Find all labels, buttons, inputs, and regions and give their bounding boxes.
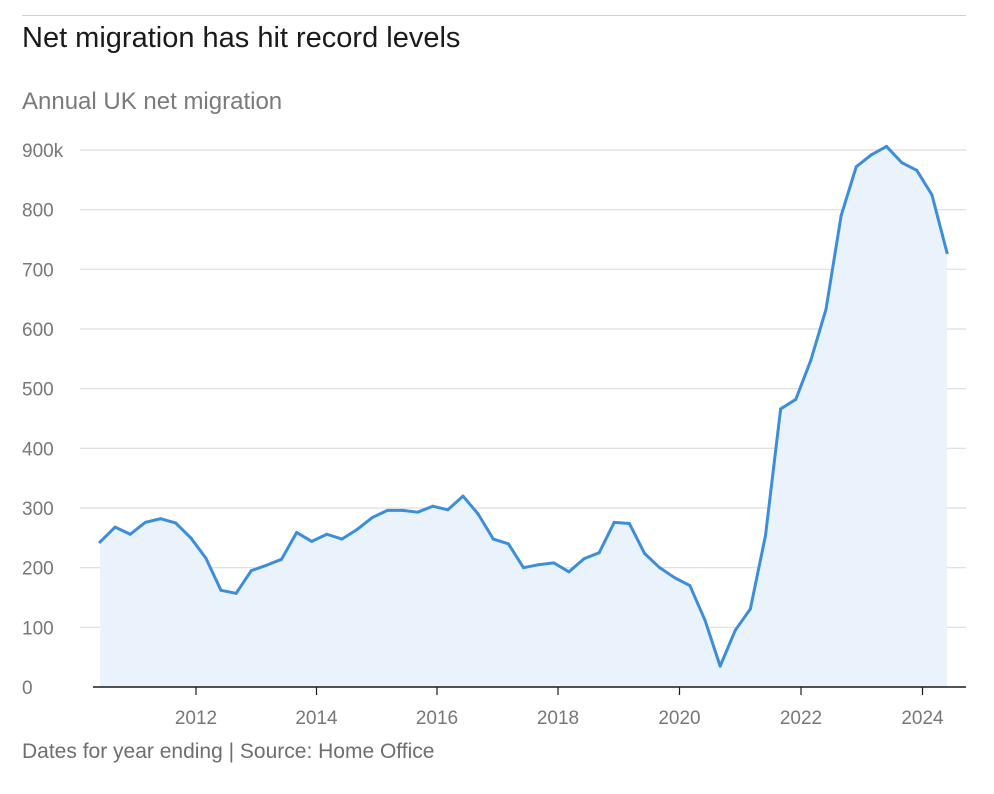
data-point xyxy=(658,566,662,570)
x-tick-label: 2018 xyxy=(537,708,579,729)
axis-layer: 0 100 200 300 400 500 600 700 800 900k 2012 2014 201… xyxy=(22,141,966,729)
data-point xyxy=(869,153,873,157)
data-point xyxy=(174,521,178,525)
data-point xyxy=(885,144,888,148)
data-point xyxy=(567,570,571,574)
data-point xyxy=(627,522,631,526)
data-point xyxy=(582,557,586,561)
y-tick-label: 400 xyxy=(22,439,54,460)
data-point xyxy=(506,542,510,546)
data-point xyxy=(416,510,420,514)
y-tick-label: 0 xyxy=(22,678,33,699)
chart-subtitle: Annual UK net migration xyxy=(22,88,283,115)
data-point xyxy=(280,557,283,561)
data-point xyxy=(854,165,858,169)
x-tick-label: 2016 xyxy=(416,708,458,729)
data-point xyxy=(537,563,541,567)
y-tick-label: 300 xyxy=(22,499,54,520)
data-point xyxy=(764,533,767,537)
data-point xyxy=(476,512,480,516)
data-point xyxy=(703,618,707,622)
data-point xyxy=(98,540,102,544)
x-tick-label: 2024 xyxy=(901,708,944,729)
data-point xyxy=(930,193,934,197)
data-point xyxy=(431,504,435,508)
data-point xyxy=(643,551,646,555)
data-point xyxy=(809,358,813,362)
data-point xyxy=(597,551,601,555)
x-tick-label: 2014 xyxy=(295,708,338,729)
data-point xyxy=(718,664,722,668)
data-point xyxy=(204,556,208,560)
data-point xyxy=(824,307,828,311)
point-layer xyxy=(98,144,949,668)
data-point xyxy=(779,407,783,411)
x-tick-label: 2022 xyxy=(780,708,822,729)
data-point xyxy=(733,628,737,632)
data-point xyxy=(522,566,525,570)
data-point xyxy=(340,537,344,541)
data-point xyxy=(370,516,374,520)
data-point xyxy=(219,588,223,592)
y-tick-label: 600 xyxy=(22,320,54,341)
area-layer xyxy=(100,146,947,688)
area-fill xyxy=(100,146,947,688)
source-note: Dates for year ending | Source: Home Off… xyxy=(22,740,435,763)
data-point xyxy=(900,161,904,165)
y-tick-label: 500 xyxy=(22,380,54,401)
y-tick-label: 900k xyxy=(22,141,64,162)
data-point xyxy=(355,527,359,531)
data-point xyxy=(249,569,253,573)
data-point xyxy=(552,561,556,565)
y-tick-label: 700 xyxy=(22,260,54,281)
data-point xyxy=(915,168,919,172)
x-tick-label: 2012 xyxy=(175,708,217,729)
y-tick-label: 200 xyxy=(22,559,54,580)
data-point xyxy=(143,520,147,524)
data-point xyxy=(128,532,132,536)
data-point xyxy=(748,607,752,611)
data-point xyxy=(401,508,404,512)
data-point xyxy=(189,536,193,540)
data-point xyxy=(264,563,268,567)
data-point xyxy=(325,532,329,536)
top-rule xyxy=(22,15,966,16)
data-point xyxy=(794,397,798,401)
data-point xyxy=(446,508,450,512)
y-tick-label: 100 xyxy=(22,618,54,639)
data-point xyxy=(673,576,677,580)
data-point xyxy=(159,517,162,521)
data-point xyxy=(310,539,314,543)
data-point xyxy=(113,525,117,529)
data-point xyxy=(839,214,843,218)
chart-title: Net migration has hit record levels xyxy=(22,22,461,54)
data-point xyxy=(385,508,389,512)
y-tick-label: 800 xyxy=(22,201,54,222)
data-point xyxy=(688,584,692,588)
data-point xyxy=(234,591,238,595)
data-point xyxy=(295,530,299,534)
data-point xyxy=(491,537,495,541)
data-point xyxy=(461,494,465,498)
x-tick-label: 2020 xyxy=(658,708,700,729)
data-point xyxy=(612,520,616,524)
data-point xyxy=(945,251,949,255)
